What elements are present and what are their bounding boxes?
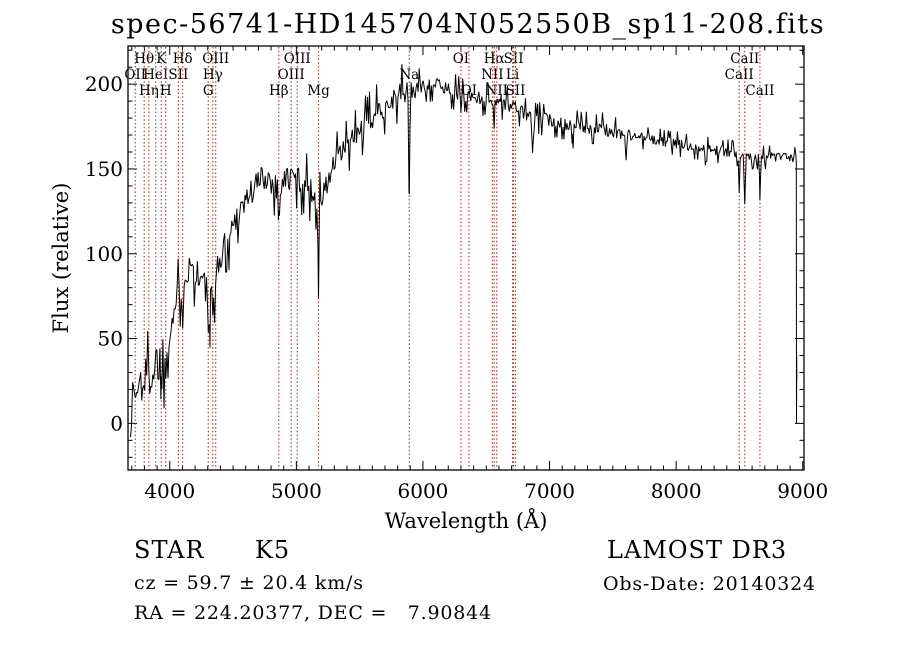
svg-text:9000: 9000 [777, 479, 828, 503]
svg-text:Hη: Hη [139, 83, 159, 99]
svg-text:SII: SII [168, 67, 188, 83]
svg-text:200: 200 [85, 72, 123, 96]
svg-text:CaII: CaII [730, 51, 759, 67]
obs-date-text: Obs-Date: 20140324 [603, 573, 816, 595]
svg-text:Wavelength (Å): Wavelength (Å) [385, 508, 548, 533]
svg-text:OIII: OIII [202, 51, 229, 67]
cz-velocity-text: cz = 59.7 ± 20.4 km/s [134, 572, 364, 594]
plot-title: spec-56741-HD145704N052550B_sp11-208.fit… [110, 9, 826, 40]
svg-text:Hθ: Hθ [134, 51, 154, 67]
svg-text:OII: OII [124, 67, 146, 83]
svg-text:CaII: CaII [745, 83, 774, 99]
svg-text:HeI: HeI [143, 67, 168, 83]
svg-text:OIII: OIII [284, 51, 311, 67]
svg-text:7000: 7000 [524, 479, 575, 503]
svg-text:Flux (relative): Flux (relative) [49, 183, 73, 334]
svg-text:5000: 5000 [271, 479, 322, 503]
ra-dec-text: RA = 224.20377, DEC = 7.90844 [134, 602, 492, 624]
svg-text:G: G [203, 83, 214, 99]
svg-text:100: 100 [85, 242, 123, 266]
svg-text:Na: Na [399, 67, 419, 83]
svg-text:Li: Li [506, 67, 520, 83]
svg-text:K: K [156, 51, 167, 67]
svg-text:Mg: Mg [307, 83, 330, 99]
svg-text:OIII: OIII [278, 67, 305, 83]
svg-text:NII: NII [486, 83, 508, 99]
svg-text:Hγ: Hγ [203, 67, 223, 83]
svg-text:Hα: Hα [484, 51, 505, 67]
svg-text:H: H [160, 83, 172, 99]
svg-text:OI: OI [461, 83, 477, 99]
svg-text:SII: SII [504, 51, 524, 67]
svg-text:Hβ: Hβ [269, 83, 289, 99]
object-subclass-label: K5 [255, 536, 291, 564]
svg-text:Hδ: Hδ [173, 51, 193, 67]
object-class-label: STAR [134, 536, 205, 564]
svg-text:OI: OI [453, 51, 469, 67]
svg-text:6000: 6000 [398, 479, 449, 503]
svg-text:NII: NII [481, 67, 503, 83]
svg-text:8000: 8000 [651, 479, 702, 503]
svg-text:4000: 4000 [144, 479, 195, 503]
survey-release-label: LAMOST DR3 [607, 536, 788, 564]
svg-text:SII: SII [506, 83, 526, 99]
svg-text:150: 150 [85, 157, 123, 181]
svg-text:0: 0 [110, 411, 123, 435]
svg-text:CaII: CaII [725, 67, 754, 83]
svg-text:50: 50 [98, 327, 123, 351]
